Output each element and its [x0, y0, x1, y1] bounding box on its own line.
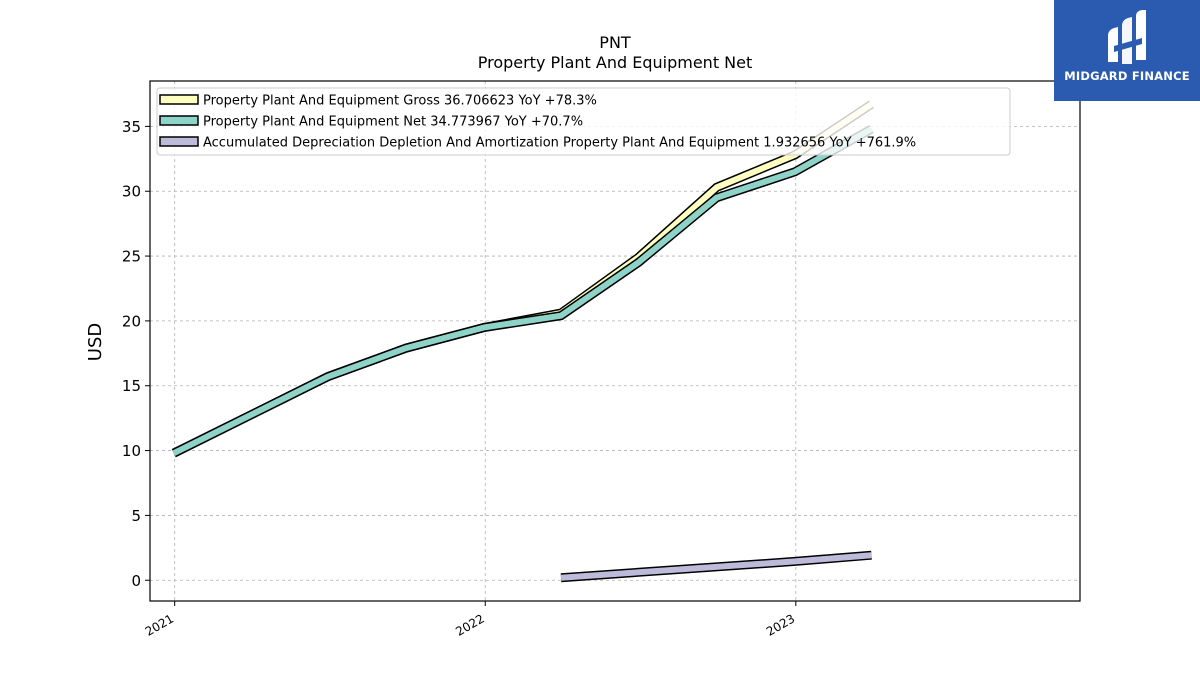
- chart-title: PNT: [599, 33, 631, 52]
- chart-subtitle: Property Plant And Equipment Net: [478, 53, 753, 72]
- y-tick-label: 30: [122, 183, 141, 201]
- y-tick-label: 10: [122, 442, 141, 460]
- legend: Property Plant And Equipment Gross 36.70…: [156, 87, 1011, 156]
- y-tick-label: 25: [122, 248, 141, 266]
- legend-entry-label: Accumulated Depreciation Depletion And A…: [203, 136, 916, 151]
- plot-frame: [149, 80, 1081, 602]
- series-1-line: [172, 126, 873, 456]
- x-tick-label: 2023: [764, 611, 797, 638]
- x-tick-label: 2022: [453, 611, 486, 638]
- legend-swatch: [159, 136, 199, 147]
- y-tick-label: 0: [131, 572, 141, 590]
- y-tick-label: 35: [122, 118, 141, 136]
- legend-swatch: [159, 94, 199, 105]
- legend-entry-label: Property Plant And Equipment Net 34.7739…: [203, 115, 583, 130]
- series-2-line: [560, 552, 872, 581]
- legend-box: [156, 87, 1011, 156]
- series-1-outline: [171, 125, 874, 458]
- legend-swatch: [159, 115, 199, 126]
- y-tick-label: 20: [122, 312, 141, 330]
- y-axis-label: USD: [85, 323, 106, 361]
- legend-entry-label: Property Plant And Equipment Gross 36.70…: [203, 94, 597, 109]
- midgard-logo-icon: [1108, 10, 1146, 64]
- brand-logo: MIDGARD FINANCE: [1054, 0, 1200, 101]
- y-tick-label: 15: [122, 377, 141, 395]
- axis-ticks: 0 5 10 15 20 25 30 35 2021 2022 2023: [122, 118, 797, 639]
- x-tick-label: 2021: [143, 611, 176, 638]
- grid-lines: [150, 81, 1080, 601]
- y-tick-label: 5: [131, 507, 141, 525]
- series-lines: [171, 100, 874, 583]
- logo-text: MIDGARD FINANCE: [1064, 69, 1190, 83]
